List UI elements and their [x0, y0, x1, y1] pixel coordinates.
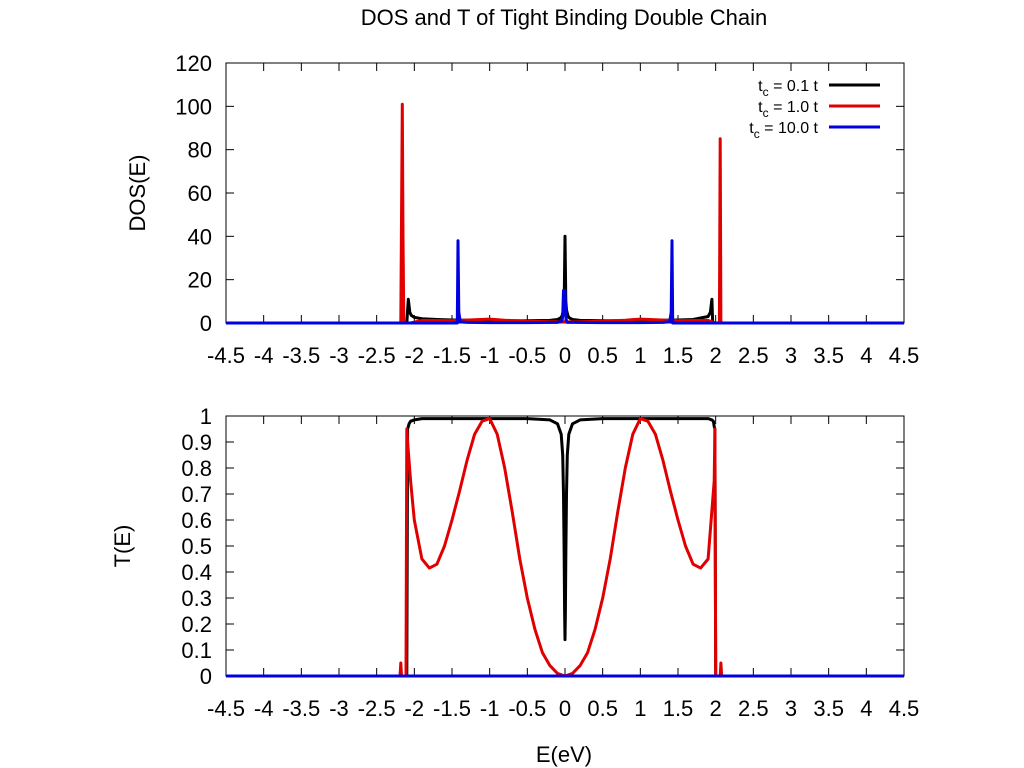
- y-tick-label: 0: [200, 311, 212, 336]
- chart-title: DOS and T of Tight Binding Double Chain: [361, 5, 767, 30]
- x-tick-label: -3.5: [282, 343, 320, 368]
- x-tick-label: -1.5: [433, 343, 471, 368]
- x-tick-label: -4.5: [207, 343, 245, 368]
- x-tick-label: -2: [405, 696, 425, 721]
- y-tick-label: 120: [175, 51, 212, 76]
- y-axis-label: DOS(E): [125, 155, 150, 232]
- series-line-tc-10-0: [226, 239, 904, 325]
- x-tick-label: 1: [634, 343, 646, 368]
- legend: tc = 0.1 ttc = 1.0 ttc = 10.0 t: [749, 78, 880, 141]
- x-tick-label: -1: [480, 343, 500, 368]
- x-tick-label: -3: [329, 696, 349, 721]
- x-tick-label: 1.5: [663, 343, 694, 368]
- x-tick-label: 0: [559, 343, 571, 368]
- dos-panel: -4.5 -4 -3.5 -3 -2.5 -2 -1.5 -1 -0.5 0 0.5 1 1.5 2 2.5…: [125, 51, 919, 368]
- series-line-tc-0-1: [226, 417, 904, 678]
- x-tick-label: 4.5: [889, 696, 920, 721]
- x-tick-label: 4: [860, 343, 872, 368]
- y-tick-label: 0.8: [181, 456, 212, 481]
- y-tick-label: 0.6: [181, 508, 212, 533]
- legend-label: tc = 0.1 t: [758, 78, 818, 99]
- x-tick-label: 4.5: [889, 343, 920, 368]
- x-tick-label: 3: [785, 343, 797, 368]
- y-tick-label: 0.1: [181, 638, 212, 663]
- y-tick-label: 0.9: [181, 430, 212, 455]
- x-tick-label: -1: [480, 696, 500, 721]
- y-tick-label: 1: [200, 404, 212, 429]
- x-tick-label: 1: [634, 696, 646, 721]
- legend-label: tc = 1.0 t: [758, 99, 818, 120]
- y-tick-label: 0.4: [181, 560, 212, 585]
- x-tick-label: 2.5: [738, 343, 769, 368]
- x-tick-label: -0.5: [508, 696, 546, 721]
- x-tick-label: -4.5: [207, 696, 245, 721]
- y-tick-label: 0.2: [181, 612, 212, 637]
- x-tick-label: 1.5: [663, 696, 694, 721]
- x-tick-label: -2.5: [358, 343, 396, 368]
- x-tick-label: 2: [710, 343, 722, 368]
- x-tick-label: 2: [710, 696, 722, 721]
- x-tick-label: 0.5: [587, 343, 618, 368]
- x-tick-label: 0.5: [587, 696, 618, 721]
- x-tick-label: 0: [559, 696, 571, 721]
- transmission-panel: -4.5 -4 -3.5 -3 -2.5 -2 -1.5 -1 -0.5 0 0.5 1 1.5 2 2.5…: [110, 404, 919, 767]
- x-tick-label: -2.5: [358, 696, 396, 721]
- y-tick-label: 40: [188, 224, 212, 249]
- y-tick-label: 0.7: [181, 482, 212, 507]
- y-tick-label: 0.5: [181, 534, 212, 559]
- y-tick-label: 60: [188, 181, 212, 206]
- y-tick-label: 20: [188, 268, 212, 293]
- x-tick-label: 4: [860, 696, 872, 721]
- x-tick-label: -4: [254, 343, 274, 368]
- x-tick-label: -2: [405, 343, 425, 368]
- y-axis-label: T(E): [110, 525, 135, 568]
- x-tick-label: 3.5: [813, 343, 844, 368]
- x-tick-label: -4: [254, 696, 274, 721]
- x-tick-label: 3.5: [813, 696, 844, 721]
- x-tick-label: 2.5: [738, 696, 769, 721]
- y-tick-label: 80: [188, 138, 212, 163]
- y-tick-label: 0: [200, 664, 212, 689]
- x-axis-label: E(eV): [536, 742, 592, 767]
- x-tick-label: -1.5: [433, 696, 471, 721]
- series-line-tc-1-0: [226, 417, 904, 678]
- x-tick-label: 3: [785, 696, 797, 721]
- x-tick-label: -3.5: [282, 696, 320, 721]
- legend-label: tc = 10.0 t: [749, 120, 818, 141]
- y-tick-label: 0.3: [181, 586, 212, 611]
- x-tick-label: -3: [329, 343, 349, 368]
- x-tick-label: -0.5: [508, 343, 546, 368]
- y-tick-label: 100: [175, 94, 212, 119]
